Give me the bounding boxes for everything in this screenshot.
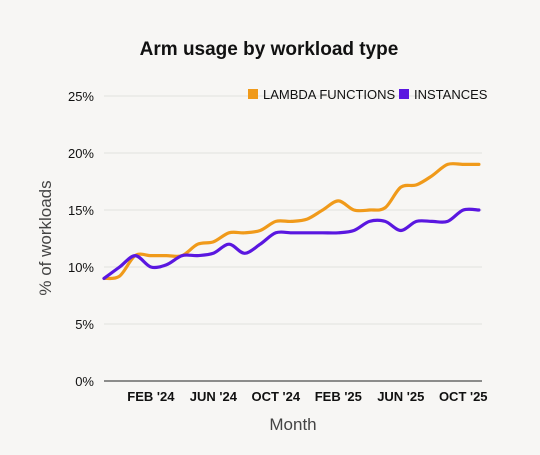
y-tick-label: 0% <box>75 374 94 389</box>
legend: LAMBDA FUNCTIONS INSTANCES <box>248 87 488 102</box>
grid-lines <box>104 95 482 382</box>
legend-swatch <box>248 89 258 99</box>
x-tick-label: JUN '25 <box>377 389 424 404</box>
x-axis-ticks: FEB '24 JUN '24 OCT '24 FEB '25 JUN '25 OCT '… <box>127 389 487 404</box>
y-tick-label: 20% <box>68 146 94 161</box>
y-tick-label: 10% <box>68 260 94 275</box>
legend-label: INSTANCES <box>414 87 488 102</box>
x-tick-label: JUN '24 <box>190 389 238 404</box>
x-tick-label: OCT '24 <box>252 389 301 404</box>
series-lines <box>102 162 481 281</box>
x-tick-label: FEB '24 <box>127 389 175 404</box>
legend-swatch <box>399 89 409 99</box>
series-line-lambda-functions <box>102 162 481 281</box>
chart-title: Arm usage by workload type <box>140 39 399 60</box>
y-tick-label: 25% <box>68 89 94 104</box>
y-axis-title: % of workloads <box>36 180 55 295</box>
y-axis-ticks: 0% 5% 10% 15% 20% 25% <box>68 89 94 389</box>
x-axis-title: Month <box>269 415 316 434</box>
series-line-instances <box>102 207 481 280</box>
y-tick-label: 15% <box>68 203 94 218</box>
x-tick-label: OCT '25 <box>439 389 488 404</box>
y-tick-label: 5% <box>75 317 94 332</box>
x-tick-label: FEB '25 <box>315 389 362 404</box>
legend-label: LAMBDA FUNCTIONS <box>263 87 396 102</box>
